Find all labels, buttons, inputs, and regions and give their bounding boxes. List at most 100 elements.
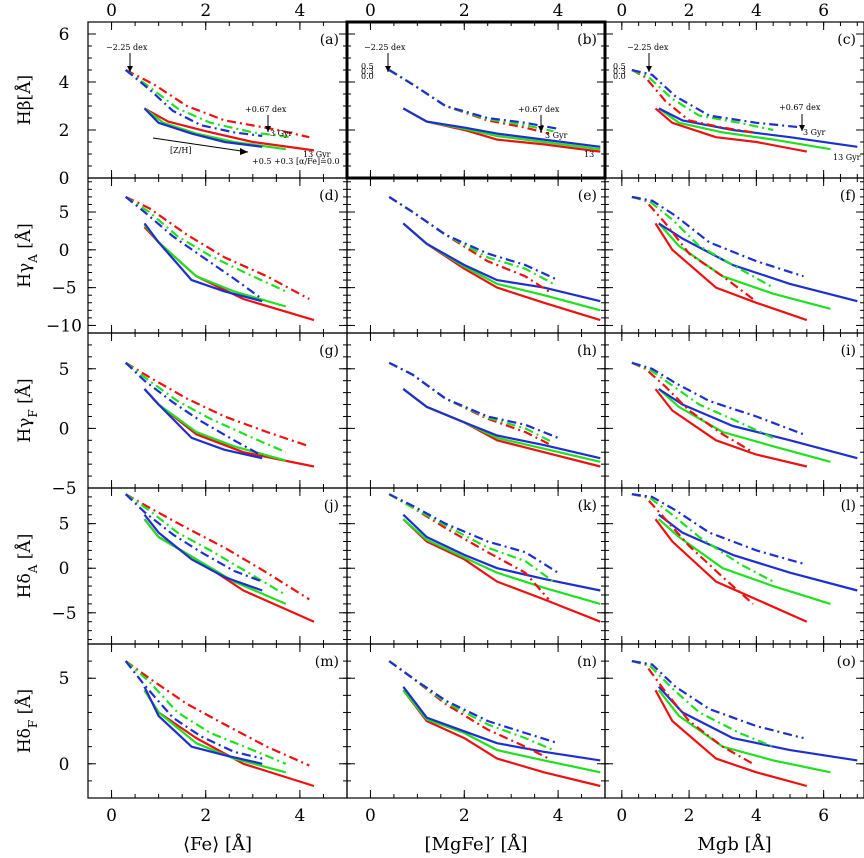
x-tick-label-n-2: 4: [553, 806, 564, 826]
series-line-k-1: [402, 518, 601, 605]
series-line-a-3: [125, 69, 310, 139]
y-label-sub: F: [26, 409, 40, 417]
series-line-d-5: [125, 196, 263, 300]
panel-letter-j: (j): [324, 498, 339, 514]
series-line-l-0: [654, 518, 808, 623]
panel-letter-n: (n): [577, 654, 597, 670]
annot-a-age13: 13 Gyr: [303, 150, 331, 159]
series-line-j-3: [125, 493, 310, 601]
panel-series-l: [631, 493, 858, 623]
panel-c: [604, 21, 864, 179]
annot-a-zh-arrow-head: [240, 148, 248, 155]
panel-series-g: [124, 361, 315, 468]
annot-c-zhigh: +0.67 dex: [779, 103, 821, 112]
y-axis-label-row3: HγF [Å]: [14, 378, 40, 442]
panel-letter-c: (c): [837, 32, 856, 48]
y-axis-label-row2: HγA [Å]: [14, 223, 40, 288]
panel-series-j: [124, 493, 315, 623]
series-line-i-0: [654, 388, 808, 468]
series-line-j-4: [125, 493, 287, 596]
x-tick-label-o-0: 0: [616, 806, 627, 826]
y-tick-label-d-2: 0: [59, 241, 70, 261]
panel-h: [346, 332, 606, 489]
annot-a-zhigh-arrow-head: [265, 126, 271, 132]
y-label-tail: [Å]: [14, 378, 35, 409]
annot-c-alpha-2: 0.0: [613, 72, 626, 81]
series-line-h-2: [402, 388, 601, 460]
series-line-g-3: [125, 361, 310, 448]
x-tick-label-m-2: 4: [294, 806, 305, 826]
y-label-main: Hγ: [15, 263, 35, 288]
series-line-k-2: [402, 513, 601, 592]
x-tick-label-n-1: 2: [459, 806, 470, 826]
y-tick-label-a-1: 2: [59, 121, 70, 141]
x-tick-label-top-a-1: 2: [200, 1, 211, 21]
series-line-j-5: [124, 493, 263, 583]
series-line-m-5: [124, 660, 263, 760]
panel-series-a: [125, 69, 315, 152]
series-line-l-3: [631, 493, 754, 605]
x-tick-label-top-a-2: 4: [294, 1, 305, 21]
y-tick-label-g-1: 0: [59, 419, 70, 439]
annot-c-zhigh-arrow-head: [799, 125, 805, 131]
y-tick-label-j-1: 0: [59, 559, 70, 579]
panel-letter-g: (g): [319, 343, 339, 359]
y-label-tail: [Å]: [14, 689, 35, 720]
y-tick-label-d-1: −5: [51, 279, 76, 299]
annot-c-zlow-arrow-head: [646, 66, 652, 72]
panel-g: [87, 332, 348, 489]
y-label-main: Hδ: [15, 728, 35, 753]
series-line-m-3: [125, 660, 310, 767]
x-tick-label-o-3: 6: [818, 806, 829, 826]
x-tick-label-top-b-0: 0: [365, 1, 376, 21]
panel-b-highlight-frame: [345, 20, 607, 180]
y-axis-label-row1: Hβ[Å]: [14, 75, 35, 125]
panel-series-k: [388, 493, 601, 623]
y-label-tail: [Å]: [14, 223, 35, 254]
annot-a-zlow: −2.25 dex: [106, 43, 148, 52]
panel-series-o: [631, 660, 858, 788]
y-label-sub: F: [26, 720, 40, 728]
series-line-n-5: [388, 660, 559, 745]
panel-series-h: [388, 361, 601, 468]
series-line-a-0: [143, 107, 315, 152]
panel-l: [604, 487, 864, 645]
x-tick-label-m-0: 0: [106, 806, 117, 826]
series-line-o-3: [631, 660, 754, 765]
x-axis-label-col3: Mgb [Å]: [697, 833, 771, 855]
series-line-e-2: [402, 222, 601, 303]
y-tick-label-a-2: 4: [59, 73, 70, 93]
annot-a-zh: [Z/H]: [170, 146, 191, 155]
annot-b-alpha-2: 0.0: [361, 72, 374, 81]
y-tick-label-m-1: 5: [59, 669, 70, 689]
x-axis-label-col1: ⟨Fe⟩ [Å]: [183, 833, 252, 855]
panel-series-n: [388, 660, 601, 788]
panel-letter-e: (e): [578, 188, 597, 204]
y-label-tail: [Å]: [14, 534, 35, 565]
series-line-g-5: [124, 362, 263, 457]
series-line-d-2: [143, 222, 263, 303]
x-tick-label-o-1: 2: [684, 806, 695, 826]
annot-a-afe: +0.5 +0.3 [α/Fe]=0.0: [252, 157, 340, 166]
x-tick-label-top-c-3: 6: [818, 1, 829, 21]
y-axis-label-row4: HδA [Å]: [14, 534, 40, 599]
series-line-i-2: [658, 388, 858, 460]
y-axis-label-row5: HδF [Å]: [14, 689, 40, 753]
series-line-f-1: [657, 222, 831, 310]
series-line-g-2: [143, 388, 263, 460]
x-tick-label-top-a-0: 0: [106, 1, 117, 21]
annot-a-age3: 3 Gyr: [270, 129, 293, 138]
annot-a-zhigh: +0.67 dex: [245, 105, 287, 114]
annot-b-zlow: −2.25 dex: [364, 43, 406, 52]
y-tick-label-m-0: 0: [59, 755, 70, 775]
series-line-f-3: [631, 195, 754, 300]
annot-a-zh-arrow-shaft: [152, 137, 249, 153]
y-tick-label-j-2: 5: [59, 515, 70, 535]
series-line-c-5: [631, 68, 804, 129]
panel-series-f: [631, 195, 858, 322]
panel-letter-k: (k): [578, 498, 597, 514]
panel-k: [346, 487, 606, 645]
x-tick-label-top-c-2: 4: [751, 1, 762, 21]
annot-b-age13: 13: [584, 150, 594, 159]
